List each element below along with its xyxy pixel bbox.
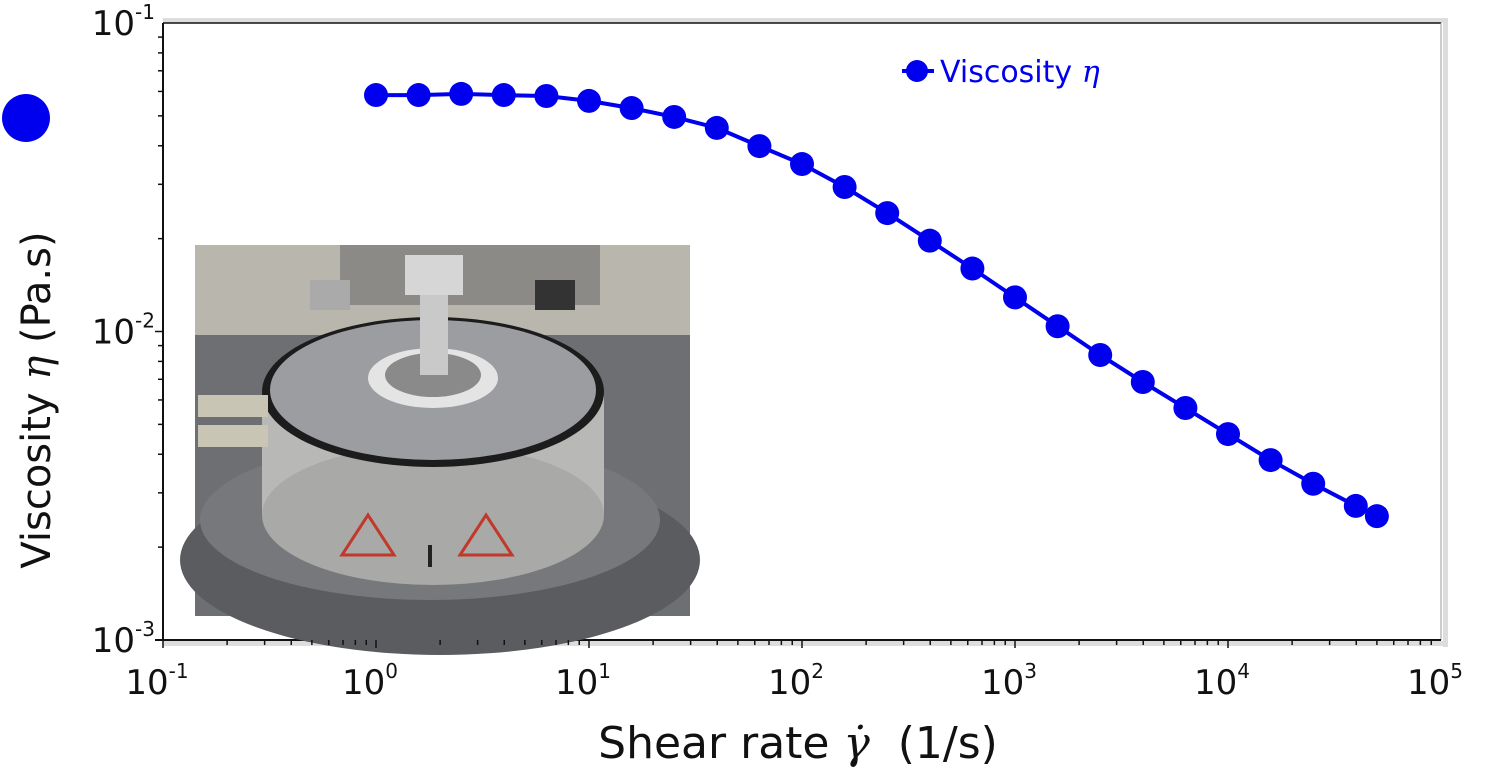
- x-tick-label: 101: [555, 659, 611, 703]
- data-point: [449, 81, 474, 106]
- x-tick-label: 105: [1407, 659, 1463, 703]
- data-point: [1173, 395, 1198, 420]
- x-axis-title: Shear rate γ̇ (1/s): [598, 718, 998, 769]
- data-point: [1130, 369, 1155, 394]
- data-point: [1003, 285, 1027, 310]
- data-point: [1364, 504, 1389, 529]
- data-point: [364, 83, 388, 108]
- x-tick-label: 103: [981, 659, 1037, 703]
- y-axis-title: Viscosity η (Pa.s): [14, 231, 60, 568]
- data-point: [1045, 314, 1070, 339]
- data-point: [917, 228, 942, 253]
- data-point: [577, 88, 601, 113]
- legend-marker-icon: [906, 60, 928, 82]
- data-point: [790, 152, 814, 177]
- data-point: [534, 83, 559, 108]
- frame-shadow-top: [163, 18, 1448, 23]
- data-point: [1258, 448, 1283, 473]
- y-tick-label: 10-2: [92, 309, 155, 353]
- legend: Viscosity η: [902, 55, 1100, 90]
- y-axis-marker-icon: [2, 94, 50, 142]
- y-tick-label: 10-1: [92, 0, 155, 44]
- frame-shadow-bottom: [163, 641, 1448, 646]
- data-point: [406, 83, 431, 108]
- data-point: [1343, 493, 1368, 518]
- y-axis-ticks: 10-1 10-2 10-3: [92, 0, 163, 661]
- data-point: [1301, 471, 1326, 496]
- data-point: [832, 175, 857, 200]
- data-point: [875, 201, 900, 226]
- data-point: [662, 104, 687, 129]
- rheometer-photo: [180, 245, 700, 655]
- legend-label: Viscosity η: [940, 55, 1100, 90]
- data-point: [1088, 343, 1113, 368]
- data-point: [1216, 422, 1240, 447]
- data-point: [619, 96, 644, 121]
- frame-shadow-right: [1443, 18, 1448, 647]
- x-tick-label: 104: [1194, 659, 1250, 703]
- x-tick-label: 100: [342, 659, 398, 703]
- x-tick-label: 102: [768, 659, 824, 703]
- data-point: [704, 115, 729, 140]
- y-tick-label: 10-3: [92, 617, 155, 661]
- data-point: [747, 134, 772, 159]
- x-tick-label: 10-1: [125, 659, 188, 703]
- data-point: [960, 256, 985, 281]
- data-point: [491, 83, 516, 108]
- x-axis-ticks: 10-1 100 101 102 103 104 105: [125, 640, 1463, 703]
- viscosity-series: [364, 81, 1389, 529]
